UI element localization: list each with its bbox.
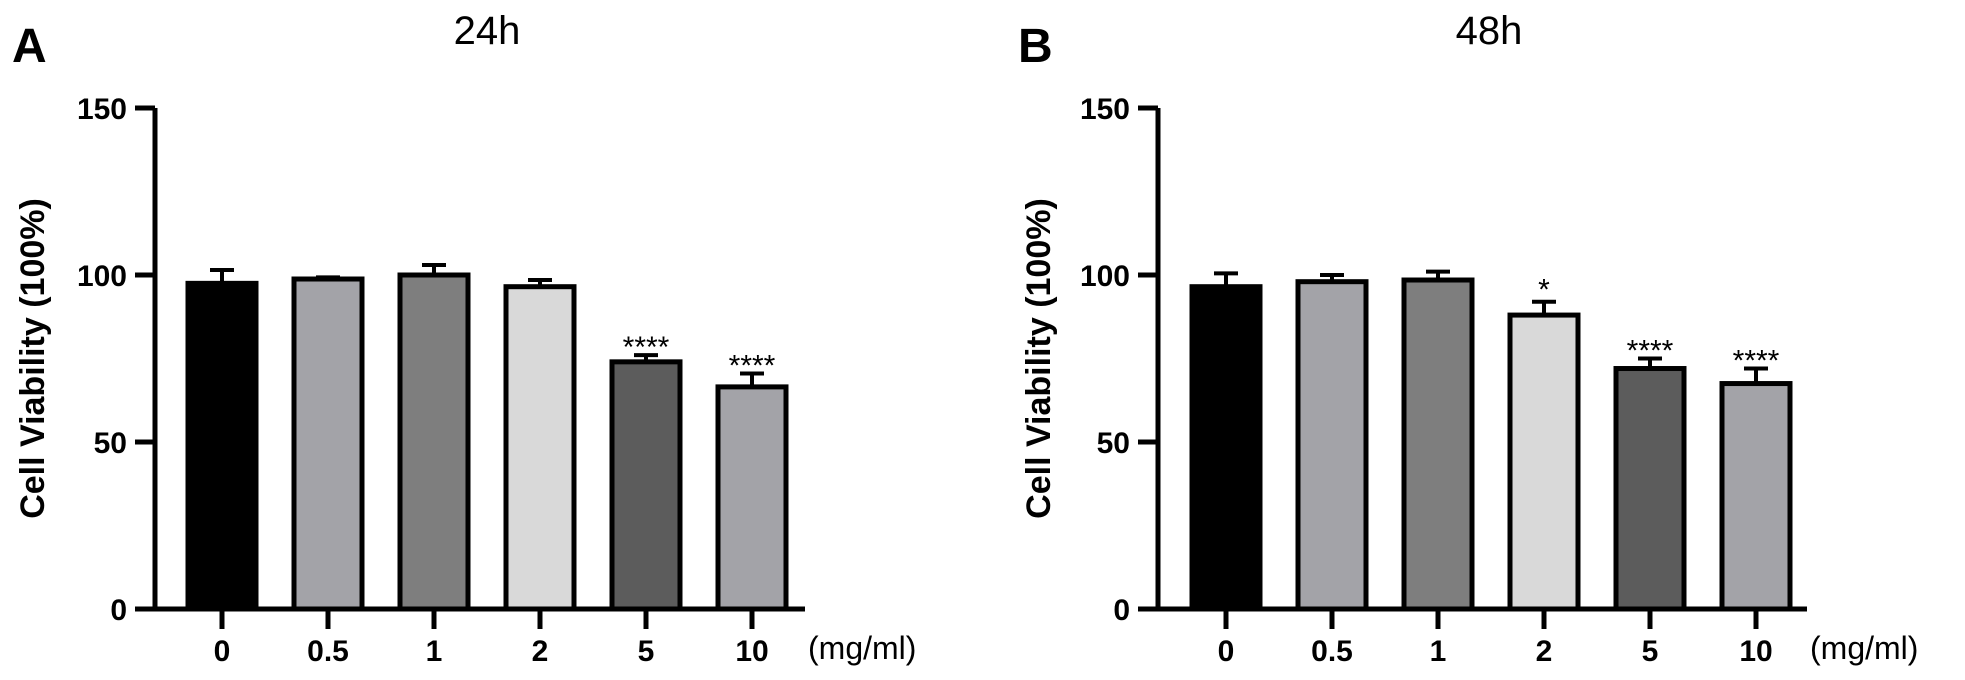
bar [397,272,471,612]
chart-title: 24h [454,9,521,53]
chart-panel-b: B 48h Cell Viability (100%) 0 50 100 150 0 0.5 1 2… [1018,9,1918,668]
bar [1507,312,1581,612]
significance-label: **** [729,350,776,383]
x-tick-label: 10 [1739,635,1772,668]
x-tick-label: 0.5 [1311,635,1353,668]
bar [1295,279,1369,612]
x-unit-label: (mg/ml) [808,630,916,666]
panel-letter: A [12,20,47,73]
panel-letter: B [1018,20,1053,73]
bar [503,284,577,612]
y-axis-label: Cell Viability (100%) [1020,198,1058,519]
bar [1719,381,1793,612]
y-tick-label: 50 [1097,427,1130,460]
y-tick-label: 150 [1080,93,1130,126]
y-tick-label: 100 [77,260,127,293]
bar [1401,277,1475,612]
y-axis-label: Cell Viability (100%) [14,198,52,519]
x-tick-label: 10 [735,635,768,668]
x-tick-label: 2 [1536,635,1553,668]
x-tick-label: 0.5 [307,635,349,668]
bar [715,384,789,612]
x-tick-label: 1 [426,635,443,668]
bar [185,280,259,612]
y-tick-label: 150 [77,93,127,126]
significance-label: * [1538,274,1550,307]
y-tick-label: 0 [1113,594,1130,627]
bar [291,276,365,612]
bar [609,359,683,612]
chart-panel-a: A 24h Cell Viability (100%) 0 50 100 150 0 0.5 1 2… [12,9,916,668]
y-tick-label: 50 [94,427,127,460]
x-tick-label: 1 [1430,635,1447,668]
y-tick-label: 0 [110,594,127,627]
y-tick-label: 100 [1080,260,1130,293]
bar [1613,366,1687,612]
x-tick-label: 5 [1642,635,1659,668]
significance-label: **** [1627,335,1674,368]
significance-label: **** [623,331,670,364]
x-tick-label: 0 [1218,635,1235,668]
chart-title: 48h [1456,9,1523,53]
x-tick-label: 2 [532,635,549,668]
x-tick-label: 0 [214,635,231,668]
significance-label: **** [1733,345,1780,378]
x-unit-label: (mg/ml) [1810,630,1918,666]
x-tick-label: 5 [638,635,655,668]
bar [1189,284,1263,612]
